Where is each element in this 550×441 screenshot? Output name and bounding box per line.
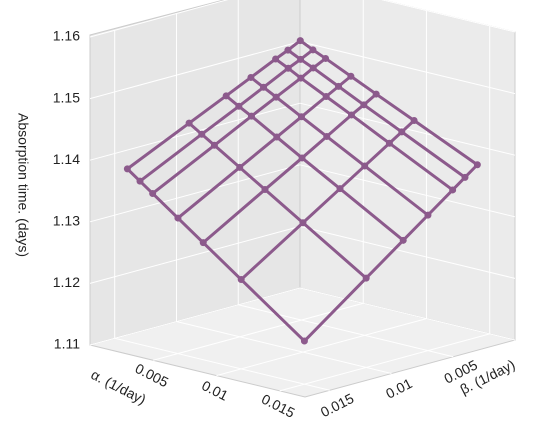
point [235, 102, 243, 110]
point [260, 83, 268, 91]
grid-line [89, 225, 301, 284]
grid-line [299, 287, 516, 341]
grid-line [89, 164, 301, 223]
point [473, 161, 481, 169]
grid-line [176, 321, 392, 375]
point [237, 276, 245, 284]
point [199, 239, 207, 247]
z-tick-label: 1.16 [53, 28, 80, 44]
point [174, 214, 182, 222]
point [198, 130, 206, 138]
point [347, 111, 355, 119]
x-tick-label: 0.005 [133, 360, 172, 390]
point [361, 162, 369, 170]
point [360, 101, 368, 109]
point [309, 46, 317, 54]
point [273, 133, 281, 141]
point [149, 189, 157, 197]
z-tick-label: 1.15 [53, 89, 80, 105]
point [284, 64, 292, 72]
point [236, 163, 244, 171]
point [272, 55, 280, 63]
point [185, 119, 193, 127]
grid-line [216, 318, 427, 377]
z-tick-label: 1.13 [53, 213, 80, 229]
grid-line [380, 0, 516, 33]
point [300, 337, 308, 345]
point [424, 211, 432, 219]
point [123, 165, 131, 173]
point [347, 72, 355, 80]
point [247, 112, 255, 120]
point [335, 82, 343, 90]
point [261, 186, 269, 194]
point [399, 236, 407, 244]
point [461, 173, 469, 181]
y-tick-label: 0.015 [318, 390, 357, 420]
grid-line [299, 164, 516, 218]
y-tick-label: 0.01 [383, 375, 415, 402]
left-pane [89, 0, 301, 346]
point [336, 185, 344, 193]
grid-line [279, 333, 490, 392]
point [297, 113, 305, 121]
point [298, 154, 306, 162]
point [410, 117, 418, 125]
grid-line [299, 225, 516, 279]
point [136, 177, 144, 185]
grid-line [299, 102, 516, 156]
point [272, 93, 280, 101]
right-pane [299, 0, 516, 341]
point [222, 92, 230, 100]
point [210, 141, 218, 149]
point [297, 74, 305, 82]
point [247, 73, 255, 81]
z-tick-label: 1.11 [54, 336, 80, 352]
point [323, 132, 331, 140]
z-tick-label: 1.12 [53, 274, 80, 290]
point [398, 128, 406, 136]
grid-line [89, 287, 301, 346]
point [385, 139, 393, 147]
point [284, 46, 292, 54]
grid-line [114, 337, 330, 391]
point [449, 186, 457, 194]
point [322, 93, 330, 101]
point [372, 90, 380, 98]
grid-line [89, 0, 229, 38]
x-tick-label: 0.015 [259, 391, 298, 421]
point [299, 219, 307, 227]
point [309, 64, 317, 72]
point [296, 37, 304, 45]
point [297, 55, 305, 63]
point [322, 54, 330, 62]
z-axis-label: Absorption time. (days) [15, 113, 31, 257]
x-tick-label: 0.01 [199, 377, 231, 404]
z-tick-label: 1.14 [53, 151, 80, 167]
grid-line [89, 41, 301, 100]
grid-line [89, 102, 301, 161]
point [362, 274, 370, 282]
grid-line [153, 302, 364, 361]
grid-line [299, 41, 516, 95]
